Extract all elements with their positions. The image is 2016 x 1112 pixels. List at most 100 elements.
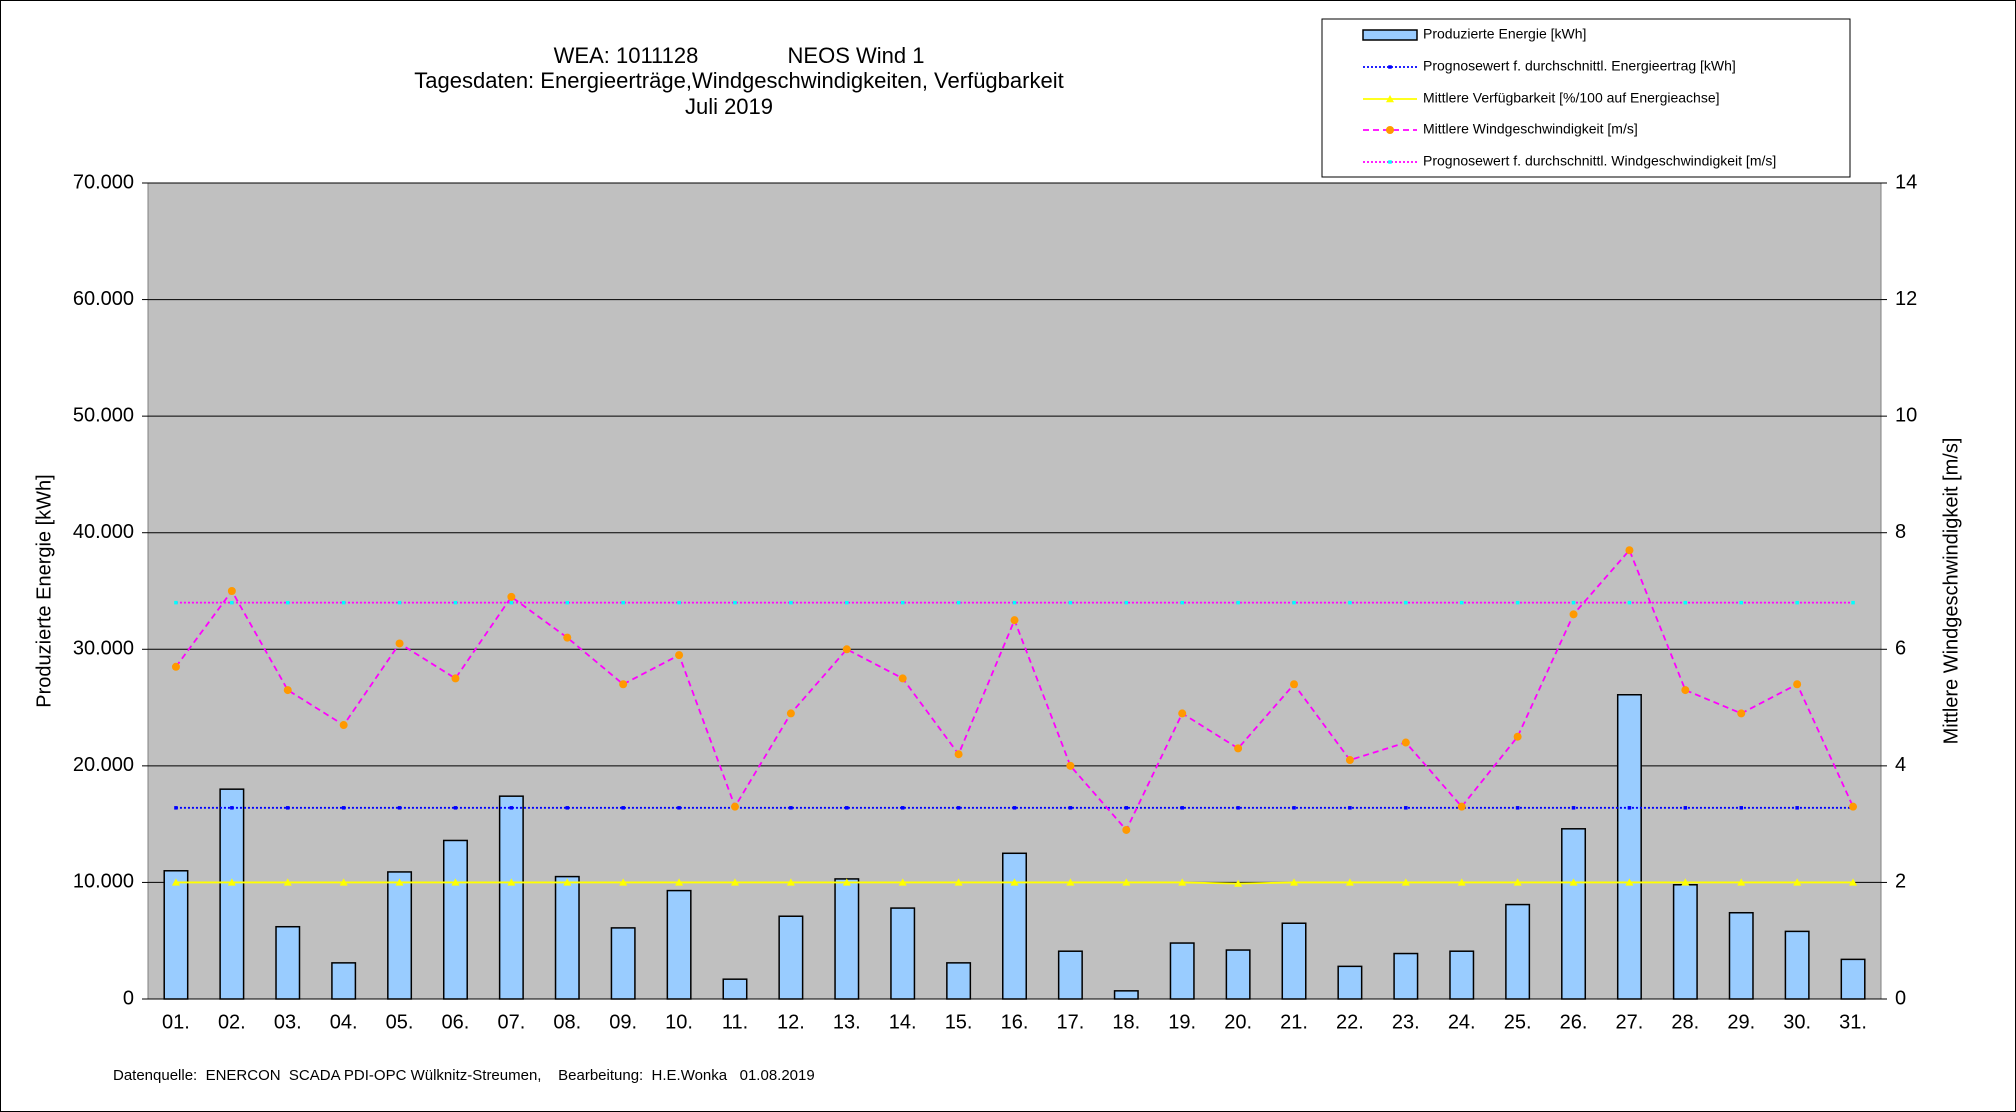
- marker: [842, 645, 851, 654]
- marker: [1401, 738, 1410, 747]
- bar: [1002, 852, 1027, 1000]
- legend-label: Prognosewert f. durchschnittl. Windgesch…: [1423, 153, 1776, 169]
- marker: [1236, 600, 1240, 605]
- marker: [1292, 806, 1296, 810]
- y2-tick-label: 8: [1895, 521, 1906, 543]
- legend-item: Prognosewert f. durchschnittl. Energieer…: [1363, 58, 1736, 74]
- marker: [453, 806, 458, 810]
- bar: [610, 927, 636, 1000]
- marker: [1401, 878, 1410, 886]
- bar: [1225, 949, 1251, 1000]
- marker: [1234, 744, 1243, 753]
- marker: [845, 806, 849, 810]
- x-tick-label: 03.: [274, 1011, 302, 1033]
- marker: [1793, 878, 1802, 886]
- marker: [507, 878, 516, 886]
- marker: [1571, 806, 1576, 810]
- marker: [1569, 610, 1578, 619]
- legend-item: Mittlere Verfügbarkeit [%/100 auf Energi…: [1363, 90, 1720, 106]
- marker: [956, 600, 961, 605]
- marker: [1513, 878, 1522, 886]
- legend-label: Mittlere Windgeschwindigkeit [m/s]: [1423, 121, 1638, 137]
- marker: [339, 721, 348, 730]
- x-tick-label: 01.: [162, 1011, 190, 1033]
- marker: [1236, 806, 1240, 810]
- bar: [1169, 942, 1195, 1000]
- marker: [1348, 600, 1352, 605]
- bar: [666, 889, 692, 1000]
- marker: [227, 878, 236, 886]
- y-tick-label: 50.000: [73, 404, 134, 426]
- marker: [1457, 802, 1466, 811]
- marker: [1180, 806, 1184, 810]
- bar: [387, 871, 413, 1000]
- marker: [286, 600, 290, 605]
- legend-box: [1321, 18, 1851, 178]
- marker: [283, 878, 292, 886]
- marker: [509, 600, 514, 605]
- y2-tick-label: 4: [1895, 754, 1906, 776]
- marker: [1010, 878, 1019, 886]
- x-tick-label: 28.: [1671, 1011, 1699, 1033]
- bar: [554, 875, 580, 1000]
- chart-title: WEA: 1011128: [554, 43, 699, 68]
- marker: [563, 878, 572, 886]
- bar: [778, 915, 804, 1000]
- x-tick-label: 15.: [945, 1011, 973, 1033]
- marker: [397, 806, 402, 810]
- marker: [677, 806, 681, 810]
- marker: [1851, 600, 1855, 605]
- marker: [1681, 878, 1690, 886]
- marker: [619, 680, 628, 689]
- marker: [1625, 878, 1634, 886]
- marker: [621, 600, 625, 605]
- marker: [1404, 600, 1408, 605]
- marker: [174, 806, 178, 810]
- x-tick-label: 30.: [1783, 1011, 1811, 1033]
- y-tick-label: 10.000: [73, 871, 134, 893]
- marker: [730, 802, 739, 811]
- marker: [842, 878, 851, 886]
- marker: [171, 662, 180, 671]
- legend-swatch: [1362, 29, 1418, 41]
- y-tick-label: 20.000: [73, 754, 134, 776]
- marker: [1739, 600, 1743, 605]
- legend-item: Prognosewert f. durchschnittl. Windgesch…: [1363, 153, 1776, 169]
- marker: [1795, 806, 1799, 810]
- bar: [219, 788, 245, 1000]
- y2-tick-label: 12: [1895, 288, 1917, 310]
- y-tick-label: 60.000: [73, 288, 134, 310]
- marker: [1386, 95, 1394, 103]
- bar: [1561, 828, 1587, 1000]
- marker: [1515, 600, 1520, 605]
- legend-item: Produzierte Energie [kWh]: [1362, 26, 1586, 42]
- x-tick-label: 08.: [553, 1011, 581, 1033]
- x-tick-label: 13.: [833, 1011, 861, 1033]
- marker: [174, 600, 178, 605]
- marker: [786, 878, 795, 886]
- marker: [1180, 600, 1184, 605]
- x-tick-label: 10.: [665, 1011, 693, 1033]
- bar: [1449, 950, 1475, 1000]
- y-tick-label: 70.000: [73, 171, 134, 193]
- x-tick-label: 17.: [1056, 1011, 1084, 1033]
- marker: [898, 674, 907, 683]
- marker: [1122, 825, 1131, 834]
- marker: [1571, 600, 1576, 605]
- marker: [395, 878, 404, 886]
- y2-tick-label: 14: [1895, 171, 1917, 193]
- bar: [1337, 965, 1363, 1000]
- legend-label: Produzierte Energie [kWh]: [1423, 26, 1586, 42]
- marker: [1345, 878, 1354, 886]
- marker: [956, 806, 961, 810]
- marker: [675, 651, 684, 660]
- x-tick-label: 18.: [1112, 1011, 1140, 1033]
- x-tick-label: 20.: [1224, 1011, 1252, 1033]
- marker: [1457, 878, 1466, 886]
- marker: [1625, 546, 1634, 555]
- y2-tick-label: 2: [1895, 871, 1906, 893]
- marker: [1515, 806, 1520, 810]
- marker: [1737, 709, 1746, 718]
- marker: [230, 806, 234, 810]
- marker: [1178, 709, 1187, 718]
